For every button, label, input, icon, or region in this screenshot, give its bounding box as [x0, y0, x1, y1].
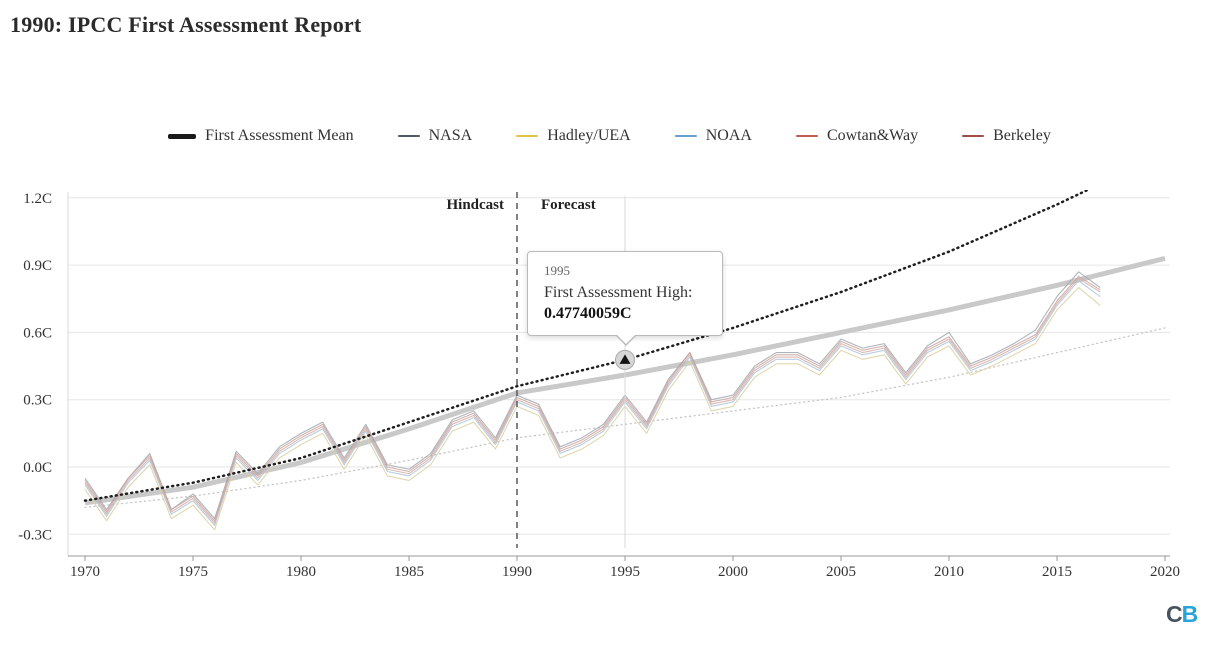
x-axis-tick-label: 1980: [286, 564, 316, 580]
x-axis-tick-label: 2000: [718, 564, 748, 580]
x-axis-tick-label: 2010: [934, 564, 964, 580]
legend-swatch-berkeley: [962, 135, 985, 137]
legend-label: NASA: [428, 127, 473, 144]
legend-label: Berkeley: [993, 127, 1051, 144]
series-berkeley[interactable]: [84, 275, 1101, 522]
legend-label: Cowtan&Way: [826, 127, 919, 144]
forecast-label: Forecast: [541, 197, 596, 213]
legend: First Assessment Mean NASA Hadley/UEA NOAA C…: [0, 127, 1219, 145]
x-axis-tick-label: 1975: [178, 564, 208, 580]
legend-item-first-assessment-mean[interactable]: First Assessment Mean: [168, 127, 354, 145]
legend-item-noaa[interactable]: NOAA: [674, 127, 752, 145]
x-axis-tick-label: 2020: [1150, 564, 1180, 580]
series-hadley-uea[interactable]: [84, 286, 1101, 531]
y-axis-tick-label: 0.6C: [23, 325, 52, 341]
tooltip-arrow: [615, 334, 637, 346]
logo-letter-c: C: [1166, 601, 1183, 627]
legend-item-hadley-uea[interactable]: Hadley/UEA: [516, 127, 631, 145]
series-cowtan-way[interactable]: [84, 278, 1101, 524]
legend-item-nasa[interactable]: NASA: [397, 127, 473, 145]
x-axis-tick-label: 1995: [610, 564, 640, 580]
carbonbrief-logo: CB: [1166, 601, 1199, 628]
legend-item-berkeley[interactable]: Berkeley: [962, 127, 1051, 145]
x-axis-tick-label: 1985: [394, 564, 424, 580]
logo-letter-b: B: [1181, 601, 1199, 627]
series-first-assessment-high[interactable]: [83, 153, 1165, 502]
y-axis-tick-label: 0.9C: [23, 258, 52, 274]
legend-label: First Assessment Mean: [205, 127, 354, 144]
legend-label: NOAA: [705, 127, 752, 144]
series-noaa[interactable]: [84, 280, 1101, 526]
y-axis-tick-label: -0.3C: [18, 527, 52, 543]
chart-svg[interactable]: 1.2C 0.9C 0.6C 0.3C 0.0C -0.3C 1970 1975 1980 198…: [0, 0, 1219, 600]
legend-item-cowtan-way[interactable]: Cowtan&Way: [795, 127, 919, 145]
legend-swatch-cowtan-way: [795, 135, 818, 137]
tooltip-year: 1995: [544, 263, 570, 278]
hindcast-label: Hindcast: [446, 197, 504, 213]
legend-swatch-noaa: [674, 135, 697, 137]
y-axis-tick-label: 0.3C: [23, 393, 52, 409]
y-axis-tick-label: 1.2C: [23, 191, 52, 207]
y-axis-tick-label: 0.0C: [23, 460, 52, 476]
legend-swatch-hadley-uea: [516, 135, 539, 137]
page-title: 1990: IPCC First Assessment Report: [10, 12, 362, 37]
legend-swatch-nasa: [397, 135, 420, 137]
legend-swatch-first-assessment-mean: [168, 133, 197, 139]
legend-label: Hadley/UEA: [547, 127, 631, 144]
x-axis-tick-label: 2005: [826, 564, 856, 580]
x-axis-tick-label: 2015: [1042, 564, 1072, 580]
tooltip-series-label: First Assessment High:: [544, 284, 693, 301]
x-axis-tick-label: 1990: [502, 564, 532, 580]
highlight-marker-triangle[interactable]: [619, 354, 631, 364]
tooltip: 1995 First Assessment High: 0.47740059C: [527, 251, 723, 346]
tooltip-value: 0.47740059C: [544, 305, 632, 322]
x-axis-tick-label: 1970: [70, 564, 100, 580]
